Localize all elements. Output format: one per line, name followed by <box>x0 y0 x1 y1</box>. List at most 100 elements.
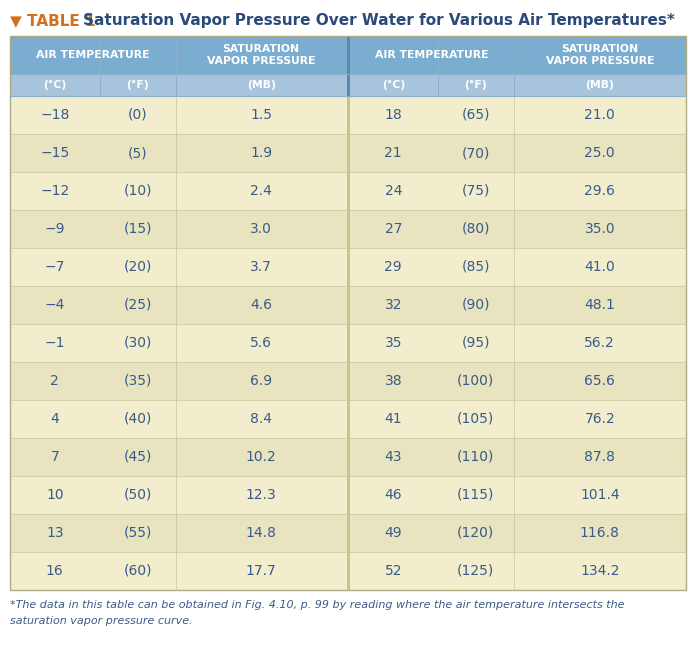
Text: (°C): (°C) <box>381 80 405 90</box>
Text: 1.5: 1.5 <box>251 108 272 122</box>
Text: 46: 46 <box>384 488 402 502</box>
Bar <box>10 36 686 590</box>
Text: 1.9: 1.9 <box>251 146 272 160</box>
Text: 14.8: 14.8 <box>246 526 277 540</box>
Bar <box>10 210 686 248</box>
Text: (85): (85) <box>461 260 490 274</box>
Bar <box>10 96 686 134</box>
Text: (MB): (MB) <box>585 80 615 90</box>
Text: 134.2: 134.2 <box>580 564 619 578</box>
Text: (°F): (°F) <box>464 80 487 90</box>
Text: 7: 7 <box>50 450 59 464</box>
Bar <box>347 96 350 134</box>
Text: 10: 10 <box>46 488 63 502</box>
Text: 41: 41 <box>384 412 402 426</box>
Text: (90): (90) <box>461 298 490 312</box>
Text: 65.6: 65.6 <box>585 374 615 388</box>
Text: AIR TEMPERATURE: AIR TEMPERATURE <box>36 50 150 60</box>
Text: (70): (70) <box>461 146 490 160</box>
Text: −7: −7 <box>45 260 65 274</box>
Bar <box>10 36 686 74</box>
Text: (125): (125) <box>457 564 494 578</box>
Text: 24: 24 <box>384 184 402 198</box>
Text: 25.0: 25.0 <box>585 146 615 160</box>
Text: ▼ TABLE 1: ▼ TABLE 1 <box>10 14 95 29</box>
Text: (115): (115) <box>457 488 494 502</box>
Text: (MB): (MB) <box>247 80 276 90</box>
Bar <box>347 438 350 476</box>
Text: SATURATION
VAPOR PRESSURE: SATURATION VAPOR PRESSURE <box>207 44 315 66</box>
Text: (120): (120) <box>457 526 494 540</box>
Text: (75): (75) <box>461 184 490 198</box>
Text: (°C): (°C) <box>43 80 66 90</box>
Text: 18: 18 <box>384 108 402 122</box>
Text: (20): (20) <box>123 260 152 274</box>
Bar <box>10 552 686 590</box>
Text: (65): (65) <box>461 108 490 122</box>
Bar <box>10 438 686 476</box>
Text: (105): (105) <box>457 412 494 426</box>
Bar <box>347 400 350 438</box>
Bar <box>347 248 350 286</box>
Text: SATURATION
VAPOR PRESSURE: SATURATION VAPOR PRESSURE <box>546 44 654 66</box>
Bar <box>10 324 686 362</box>
Text: 12.3: 12.3 <box>246 488 277 502</box>
Bar <box>347 210 350 248</box>
Text: (100): (100) <box>457 374 494 388</box>
Text: −12: −12 <box>40 184 70 198</box>
Text: (40): (40) <box>123 412 152 426</box>
Text: 41.0: 41.0 <box>585 260 615 274</box>
Text: 48.1: 48.1 <box>585 298 615 312</box>
Bar <box>10 514 686 552</box>
Bar <box>347 514 350 552</box>
Text: 35: 35 <box>384 336 402 350</box>
Text: 76.2: 76.2 <box>585 412 615 426</box>
Text: (35): (35) <box>123 374 152 388</box>
Text: 5.6: 5.6 <box>251 336 272 350</box>
Text: (60): (60) <box>123 564 152 578</box>
Text: (10): (10) <box>123 184 152 198</box>
Text: (50): (50) <box>123 488 152 502</box>
Text: −4: −4 <box>45 298 65 312</box>
Text: (110): (110) <box>457 450 494 464</box>
Text: 116.8: 116.8 <box>580 526 619 540</box>
Text: (30): (30) <box>123 336 152 350</box>
Bar <box>10 400 686 438</box>
Text: (°F): (°F) <box>126 80 149 90</box>
Text: 10.2: 10.2 <box>246 450 277 464</box>
Bar <box>10 172 686 210</box>
Text: −9: −9 <box>45 222 65 236</box>
Text: (25): (25) <box>123 298 152 312</box>
Bar <box>347 362 350 400</box>
Bar <box>10 286 686 324</box>
Bar <box>347 286 350 324</box>
Bar <box>347 552 350 590</box>
Text: 2.4: 2.4 <box>251 184 272 198</box>
Text: saturation vapor pressure curve.: saturation vapor pressure curve. <box>10 616 193 626</box>
Text: −1: −1 <box>45 336 65 350</box>
Text: (80): (80) <box>461 222 490 236</box>
Text: Saturation Vapor Pressure Over Water for Various Air Temperatures*: Saturation Vapor Pressure Over Water for… <box>83 14 675 29</box>
Text: 6.9: 6.9 <box>251 374 272 388</box>
Text: (45): (45) <box>123 450 152 464</box>
Text: 4.6: 4.6 <box>251 298 272 312</box>
Text: (0): (0) <box>128 108 148 122</box>
Bar <box>347 172 350 210</box>
Text: 29.6: 29.6 <box>585 184 615 198</box>
Text: 32: 32 <box>384 298 402 312</box>
Bar <box>347 324 350 362</box>
Text: (55): (55) <box>123 526 152 540</box>
Text: −18: −18 <box>40 108 70 122</box>
Bar <box>347 36 350 96</box>
Text: 4: 4 <box>50 412 59 426</box>
Bar <box>10 74 686 96</box>
Text: 43: 43 <box>384 450 402 464</box>
Text: 3.7: 3.7 <box>251 260 272 274</box>
Text: 3.0: 3.0 <box>251 222 272 236</box>
Text: *The data in this table can be obtained in Fig. 4.10, p. 99 by reading where the: *The data in this table can be obtained … <box>10 600 624 610</box>
Text: −15: −15 <box>40 146 70 160</box>
Text: (15): (15) <box>123 222 152 236</box>
Text: 87.8: 87.8 <box>585 450 615 464</box>
Text: AIR TEMPERATURE: AIR TEMPERATURE <box>374 50 488 60</box>
Text: 16: 16 <box>46 564 63 578</box>
